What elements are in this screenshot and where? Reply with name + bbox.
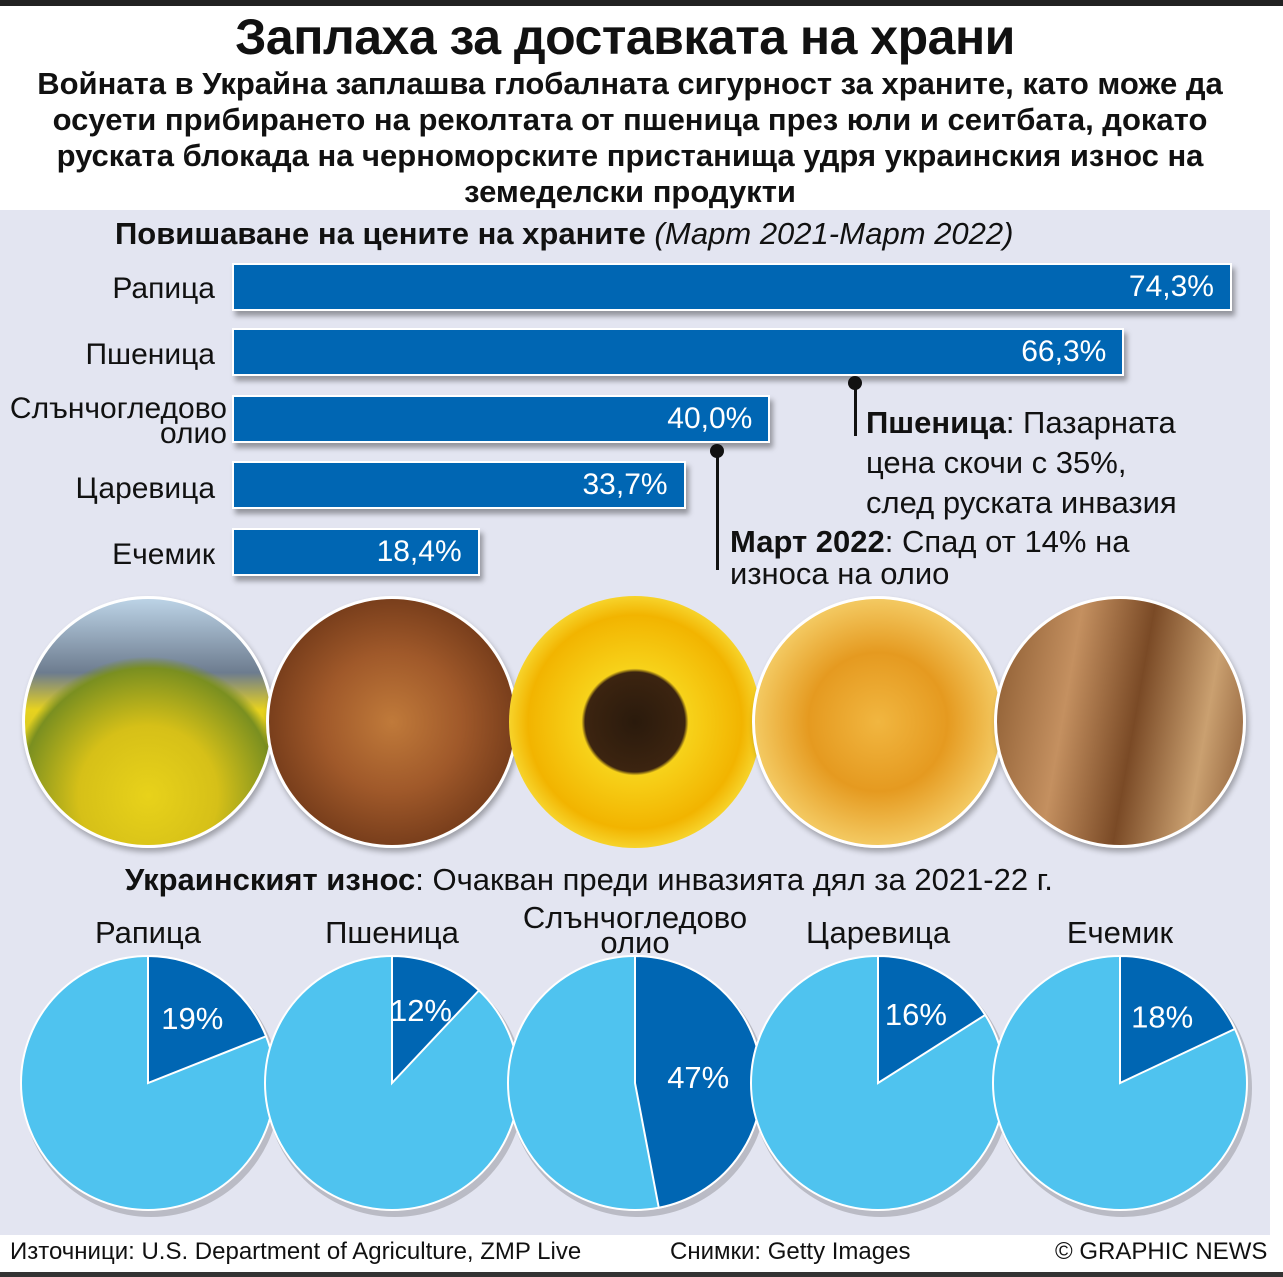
bar-value-label: 33,7% [582,468,668,501]
subtitle: Войната в Украйна заплашва глобалната си… [37,66,1223,209]
copyright: © GRAPHIC NEWS [1055,1238,1268,1265]
annotation-line [854,384,857,436]
bar: 66,3% [232,328,1125,376]
annotation-text: износа на олио [730,556,950,591]
pie-value-label: 18% [1131,1000,1193,1035]
bar-title-text: Повишаване на цените на храните [115,216,646,251]
annotation-text: : Пазарната [1005,405,1176,440]
sources: Източници: U.S. Department of Agricultur… [10,1238,582,1265]
bar-label: Ечемик [112,538,215,571]
bar-value-label: 40,0% [667,402,753,435]
pie-value-label: 47% [667,1060,729,1095]
pie-value-label: 19% [161,1001,223,1036]
exports-title: Украинският износ: Очакван преди инвазия… [125,862,1053,898]
annotation-bold: Март 2022 [730,524,885,559]
pie-slice-ukraine [1119,954,1237,1085]
bar-label: Слънчогледово [9,392,227,425]
bar: 18,4% [232,528,480,576]
annotation-text: цена скочи с 35%, [866,445,1127,480]
pie-slice-ukraine [391,954,481,1086]
pie-label: Слънчогледово [522,900,748,935]
bar: 74,3% [232,263,1232,311]
bar-title-period: (Март 2021-Март 2022) [654,216,1014,251]
exports-title-text: : Очакван преди инвазията дял за 2021-22… [415,862,1053,897]
bar-value-label: 66,3% [1021,335,1107,368]
sunflower-photo [509,596,761,848]
bottom-rule [0,1272,1283,1277]
wheat-annotation: Пшеница: Пазарната цена скочи с 35%, след … [866,403,1177,523]
annotation-line [716,452,719,570]
exports-title-bold: Украинският износ [125,862,416,897]
pie-value-label: 12% [390,993,452,1028]
annotation-text: : Спад от 14% на [884,524,1130,559]
barley-photo [994,596,1246,848]
annotation-dot [848,376,862,390]
bar-value-label: 74,3% [1128,270,1214,303]
bar-label: Рапица [112,272,215,305]
page-title: Заплаха за доставката на храни [235,9,1015,65]
bar-label: Царевица [75,472,215,505]
bar-label: олио [160,417,227,450]
annotation-bold: Пшеница [866,405,1006,440]
pie-label: Пшеница [325,915,459,950]
top-rule [0,0,1283,6]
bar: 33,7% [232,461,686,509]
wheat-grain-photo [266,596,518,848]
pie-label: олио [600,925,670,960]
rapeseed-photo [22,596,274,848]
annotation-dot [710,444,724,458]
pie-slice-ukraine [147,954,268,1085]
bar-label: Пшеница [85,338,215,371]
pie-value-label: 16% [885,997,947,1032]
photo-credit: Снимки: Getty Images [670,1238,911,1265]
annotation-text: след руската инвазия [866,485,1177,520]
bar-value-label: 18,4% [376,535,462,568]
pie-label: Царевица [805,915,951,950]
pie-slice-ukraine [877,954,987,1085]
pie-charts: 19% 12% 47% 16% 18% [20,954,1252,1217]
bar: 40,0% [232,395,771,443]
bar-chart-title: Повишаване на цените на храните (Март 20… [115,216,1013,252]
corn-photo [752,596,1004,848]
oil-annotation: Март 2022: Спад от 14% на износа на олио [730,526,1129,590]
pie-label: Рапица [95,915,201,950]
pie-label: Ечемик [1066,915,1174,950]
